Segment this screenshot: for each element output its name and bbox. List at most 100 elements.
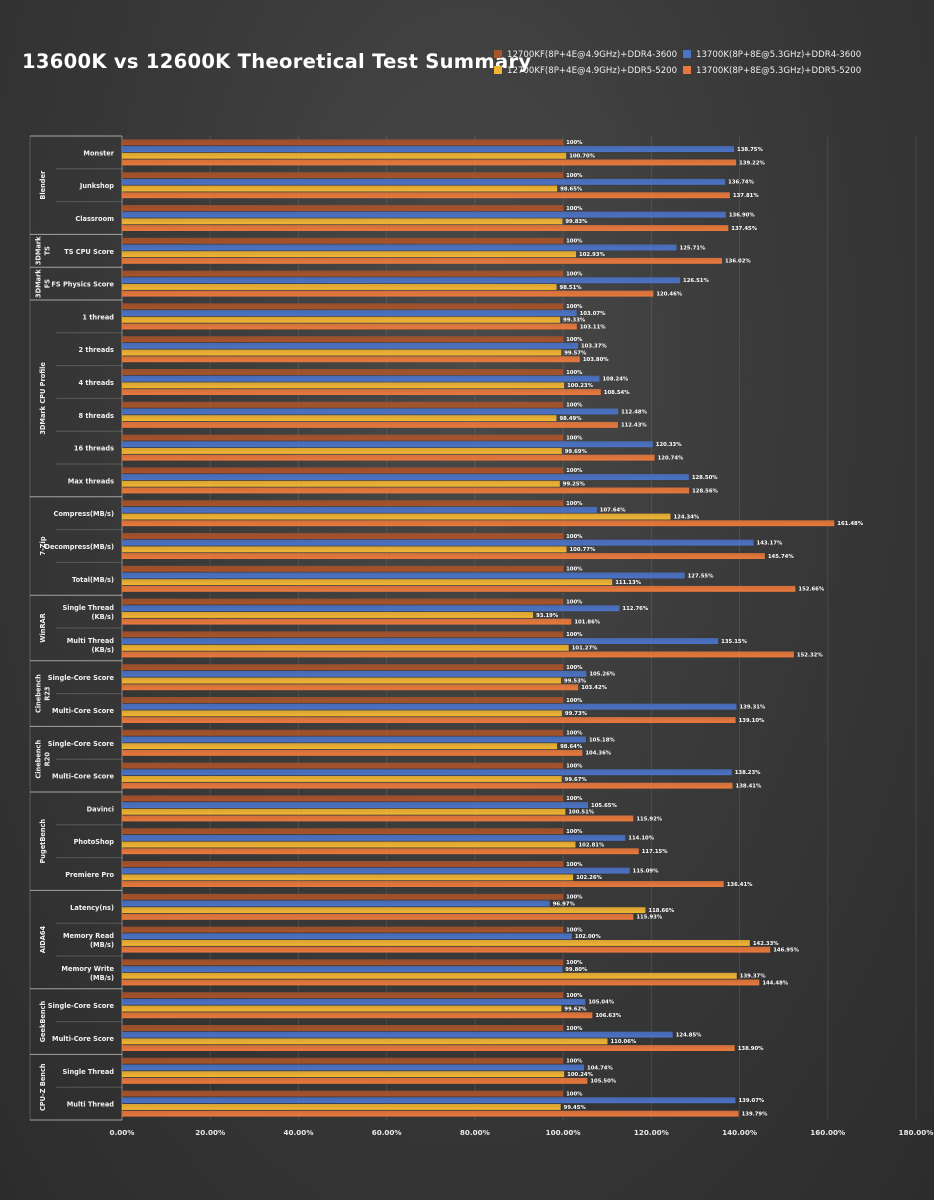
x-tick-label-1: 20.00% bbox=[195, 1128, 225, 1137]
value-label-20-3: 115.92% bbox=[636, 816, 662, 822]
bar-8-2 bbox=[122, 415, 557, 422]
bar-21-0 bbox=[122, 828, 564, 835]
bar-16-2 bbox=[122, 677, 562, 684]
value-label-13-1: 127.55% bbox=[688, 573, 714, 579]
value-label-6-0: 100% bbox=[566, 337, 583, 343]
value-label-8-3: 112.43% bbox=[621, 423, 647, 429]
x-tick-label-7: 140.00% bbox=[722, 1128, 757, 1137]
bar-6-1 bbox=[122, 342, 578, 349]
value-label-24-0: 100% bbox=[566, 927, 583, 933]
row-label-12: Decompress(MB/s) bbox=[45, 543, 115, 551]
row-label-28: Single Thread bbox=[62, 1068, 114, 1076]
bar-0-3 bbox=[122, 159, 737, 166]
bar-15-0 bbox=[122, 631, 564, 638]
value-label-27-2: 110.06% bbox=[610, 1039, 636, 1045]
value-label-26-3: 106.63% bbox=[595, 1013, 621, 1019]
value-label-19-1: 138.23% bbox=[735, 770, 761, 776]
bar-4-3 bbox=[122, 290, 654, 297]
bar-20-1 bbox=[122, 802, 589, 808]
group-label-7: R20 bbox=[44, 752, 52, 767]
row-label-23: Latency(ns) bbox=[70, 904, 114, 912]
row-label-2: Classroom bbox=[75, 215, 114, 223]
bar-25-0 bbox=[122, 959, 564, 966]
value-label-20-2: 100.51% bbox=[568, 810, 594, 816]
value-label-17-0: 100% bbox=[566, 698, 583, 704]
bar-1-0 bbox=[122, 172, 564, 179]
value-label-14-3: 101.86% bbox=[574, 619, 600, 625]
bar-7-2 bbox=[122, 382, 565, 389]
bar-6-3 bbox=[122, 356, 580, 363]
bar-25-3 bbox=[122, 979, 760, 986]
value-label-12-0: 100% bbox=[566, 534, 583, 540]
value-label-0-2: 100.70% bbox=[569, 154, 595, 160]
bar-3-0 bbox=[122, 237, 564, 244]
bar-17-0 bbox=[122, 697, 564, 703]
value-label-15-3: 152.32% bbox=[797, 652, 823, 658]
value-label-8-1: 112.48% bbox=[621, 409, 647, 415]
legend-item-3: 13700K(8P+8E@5.3GHz)+DDR5-5200 bbox=[683, 66, 861, 76]
bar-18-0 bbox=[122, 729, 564, 736]
row-label-4: FS Physics Score bbox=[51, 281, 114, 289]
bar-9-2 bbox=[122, 448, 562, 454]
row-label-11: Compress(MB/s) bbox=[54, 510, 114, 518]
bar-28-0 bbox=[122, 1057, 564, 1064]
value-label-16-3: 103.42% bbox=[581, 685, 607, 691]
value-label-13-3: 152.66% bbox=[798, 587, 824, 593]
bar-17-3 bbox=[122, 717, 736, 723]
value-label-15-1: 135.15% bbox=[721, 639, 747, 645]
bar-26-1 bbox=[122, 998, 586, 1005]
bar-7-1 bbox=[122, 375, 600, 382]
bar-21-3 bbox=[122, 848, 639, 855]
value-label-7-2: 100.23% bbox=[567, 383, 593, 389]
value-label-4-1: 126.51% bbox=[683, 278, 709, 284]
value-label-23-0: 100% bbox=[566, 895, 583, 901]
bar-27-0 bbox=[122, 1025, 564, 1031]
x-tick-label-4: 80.00% bbox=[460, 1128, 490, 1137]
bar-20-0 bbox=[122, 795, 564, 802]
value-label-28-3: 105.50% bbox=[590, 1079, 616, 1085]
row-label-26: Single-Core Score bbox=[48, 1002, 115, 1010]
group-label-6: R23 bbox=[44, 686, 52, 701]
bar-17-2 bbox=[122, 710, 562, 717]
value-label-3-2: 102.93% bbox=[579, 252, 605, 258]
bar-29-3 bbox=[122, 1110, 739, 1117]
row-label-17: Multi-Core Score bbox=[52, 707, 114, 715]
value-label-2-3: 137.45% bbox=[731, 226, 757, 232]
value-label-4-2: 98.51% bbox=[560, 285, 583, 291]
row-label-21: PhotoShop bbox=[74, 838, 115, 846]
legend-item-0: 12700KF(8P+4E@4.9GHz)+DDR4-3600 bbox=[494, 50, 677, 60]
bar-8-3 bbox=[122, 421, 618, 428]
group-label-6: Cinebench bbox=[35, 674, 43, 713]
value-label-21-2: 102.81% bbox=[579, 842, 605, 848]
value-label-1-0: 100% bbox=[566, 173, 583, 179]
value-label-3-3: 136.02% bbox=[725, 259, 751, 265]
value-label-5-1: 103.07% bbox=[580, 311, 606, 317]
bar-2-1 bbox=[122, 211, 726, 218]
bar-24-3 bbox=[122, 946, 771, 953]
bar-15-1 bbox=[122, 638, 719, 644]
bar-20-3 bbox=[122, 815, 634, 822]
bar-17-1 bbox=[122, 703, 737, 710]
value-label-10-2: 99.25% bbox=[563, 482, 586, 488]
value-label-17-2: 99.73% bbox=[565, 711, 588, 717]
bar-22-0 bbox=[122, 861, 564, 867]
value-label-24-3: 146.95% bbox=[773, 947, 799, 953]
value-label-14-2: 93.19% bbox=[536, 613, 559, 619]
row-label-6: 2 threads bbox=[78, 346, 114, 354]
value-label-9-1: 120.33% bbox=[656, 442, 682, 448]
row-label-9: 16 threads bbox=[74, 445, 114, 453]
value-label-10-0: 100% bbox=[566, 468, 583, 474]
bar-19-1 bbox=[122, 769, 732, 776]
bar-12-3 bbox=[122, 553, 765, 559]
value-label-0-1: 138.75% bbox=[737, 147, 763, 153]
value-label-1-2: 98.65% bbox=[560, 186, 583, 192]
row-label-1: Junkshop bbox=[79, 182, 114, 190]
value-label-25-1: 99.80% bbox=[565, 967, 588, 973]
value-label-10-1: 128.50% bbox=[692, 475, 718, 481]
value-label-29-1: 139.07% bbox=[738, 1098, 764, 1104]
value-label-6-2: 99.57% bbox=[564, 350, 587, 356]
row-label-0: Monster bbox=[83, 149, 114, 157]
bar-25-1 bbox=[122, 966, 563, 972]
bar-23-3 bbox=[122, 913, 634, 920]
